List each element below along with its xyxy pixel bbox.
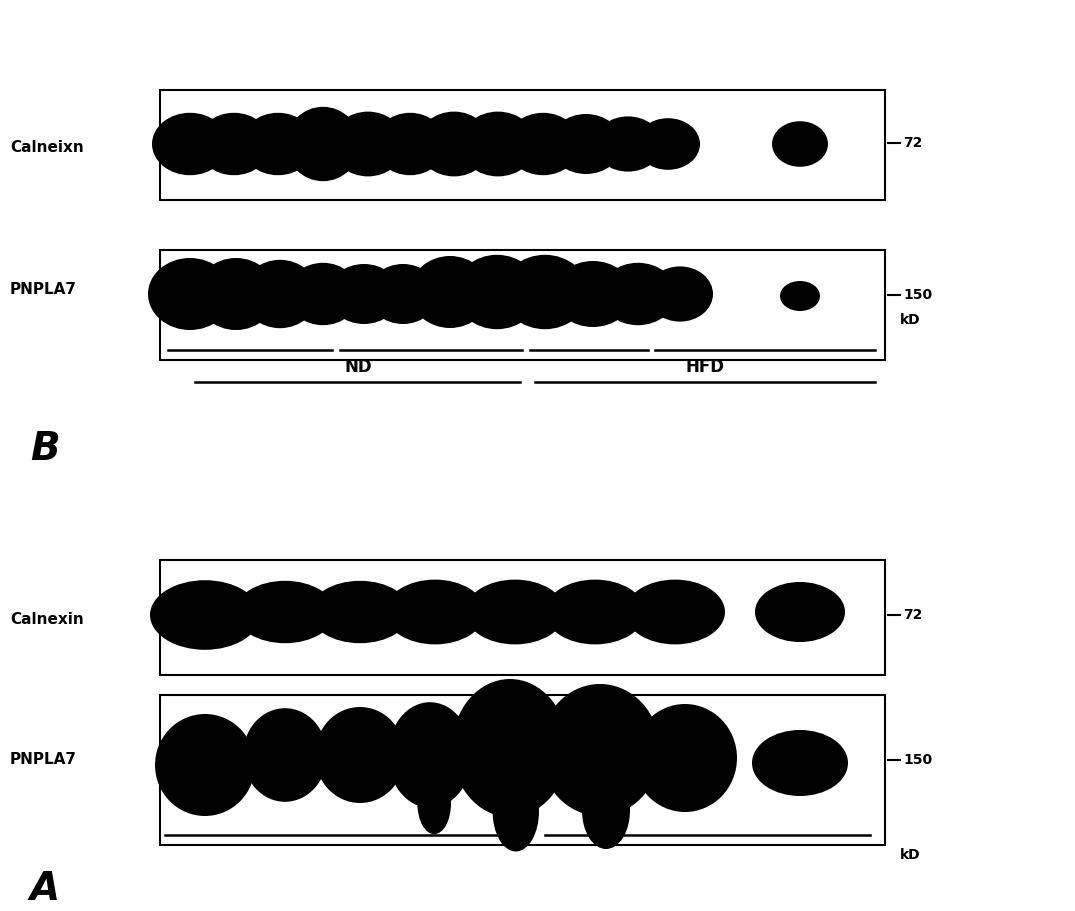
Ellipse shape: [242, 260, 318, 328]
Ellipse shape: [625, 579, 725, 644]
Ellipse shape: [410, 256, 490, 328]
Text: Calnexin: Calnexin: [10, 612, 84, 628]
Text: 72: 72: [903, 608, 922, 622]
Ellipse shape: [452, 679, 568, 817]
Text: B: B: [30, 430, 59, 468]
Ellipse shape: [148, 258, 232, 330]
Text: Ad-shPNPLA7: Ad-shPNPLA7: [653, 814, 768, 829]
Text: kD: kD: [900, 848, 920, 862]
Text: HFD: HFD: [686, 358, 725, 376]
Ellipse shape: [151, 580, 260, 650]
Ellipse shape: [540, 684, 660, 816]
Bar: [160, 90, 885, 200]
Ellipse shape: [368, 264, 438, 324]
Ellipse shape: [417, 112, 491, 177]
Ellipse shape: [315, 707, 405, 803]
Text: ND: ND: [344, 358, 372, 376]
Text: A: A: [30, 870, 60, 908]
Ellipse shape: [752, 730, 848, 796]
Ellipse shape: [550, 114, 622, 174]
Ellipse shape: [241, 113, 315, 175]
Ellipse shape: [506, 113, 580, 175]
Ellipse shape: [647, 266, 713, 322]
Ellipse shape: [755, 582, 845, 642]
Ellipse shape: [374, 113, 446, 175]
Ellipse shape: [780, 281, 820, 311]
Bar: [160, 250, 885, 360]
Ellipse shape: [582, 772, 630, 849]
Ellipse shape: [594, 117, 662, 171]
Ellipse shape: [310, 581, 410, 643]
Text: Ad-shcon: Ad-shcon: [554, 332, 622, 345]
Ellipse shape: [633, 704, 737, 812]
Text: Ad-shPNPLA7: Ad-shPNPLA7: [715, 332, 816, 345]
Bar: [160, 560, 885, 675]
Ellipse shape: [600, 262, 676, 325]
Text: PNPLA7: PNPLA7: [10, 282, 77, 298]
Ellipse shape: [196, 258, 276, 330]
Ellipse shape: [460, 112, 536, 177]
Ellipse shape: [465, 579, 565, 644]
Ellipse shape: [455, 255, 539, 329]
Ellipse shape: [492, 771, 539, 852]
Bar: [160, 695, 885, 845]
Ellipse shape: [152, 113, 228, 175]
Ellipse shape: [328, 264, 400, 324]
Ellipse shape: [502, 255, 588, 329]
Ellipse shape: [197, 113, 271, 175]
Text: Calneixn: Calneixn: [10, 140, 84, 156]
Text: kD: kD: [900, 313, 920, 327]
Ellipse shape: [636, 118, 700, 169]
Text: Ad-shPNPLA7: Ad-shPNPLA7: [379, 332, 481, 345]
Text: PNPLA7: PNPLA7: [10, 752, 77, 767]
Text: Ad-shcon: Ad-shcon: [305, 814, 385, 829]
Ellipse shape: [243, 708, 327, 802]
Ellipse shape: [331, 112, 405, 177]
Ellipse shape: [553, 261, 633, 327]
Ellipse shape: [772, 121, 828, 167]
Ellipse shape: [417, 773, 452, 834]
Text: 150: 150: [903, 753, 932, 767]
Ellipse shape: [385, 579, 485, 644]
Ellipse shape: [235, 581, 335, 643]
Ellipse shape: [545, 579, 645, 644]
Ellipse shape: [287, 262, 359, 325]
Text: 72: 72: [903, 136, 922, 150]
Ellipse shape: [155, 714, 255, 816]
Ellipse shape: [388, 702, 472, 808]
Text: Ad-shcon: Ad-shcon: [215, 332, 285, 345]
Text: 150: 150: [903, 288, 932, 302]
Ellipse shape: [286, 107, 360, 181]
